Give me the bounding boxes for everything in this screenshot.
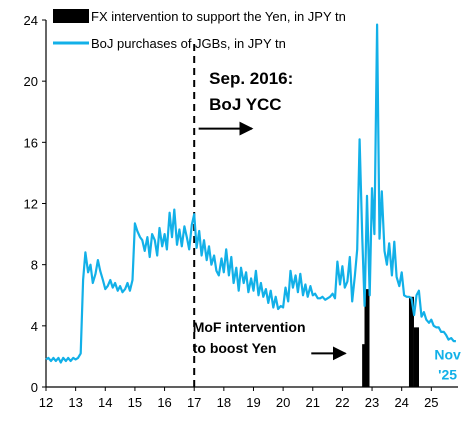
legend-fx-swatch [53,9,89,23]
x-tick-label: 21 [306,395,320,410]
x-tick-label: 14 [98,395,112,410]
annotation-ycc-line1: Sep. 2016: [209,69,293,88]
y-ticks: 0 4 8 12 16 20 24 [24,13,46,395]
x-tick-label: 25 [424,395,438,410]
x-tick-label: 19 [246,395,260,410]
legend-fx-label: FX intervention to support the Yen, in J… [91,9,346,24]
y-tick-label: 12 [24,197,38,212]
legend: FX intervention to support the Yen, in J… [53,9,346,51]
x-tick-label: 12 [39,395,53,410]
annotation-mof-line2: to boost Yen [193,340,277,356]
x-tick-label: 13 [68,395,82,410]
annotation-nov-line2: '25 [438,366,457,382]
y-tick-label: 20 [24,74,38,89]
y-tick-label: 24 [24,13,38,28]
x-tick-label: 15 [128,395,142,410]
annotation-nov-line1: Nov [434,346,461,362]
y-tick-label: 0 [31,380,38,395]
x-tick-label: 17 [187,395,201,410]
fx-intervention-bars [362,289,420,387]
annotation-mof-line1: MoF intervention [193,319,306,335]
fx-intervention-bar [414,327,420,387]
x-tick-label: 16 [157,395,171,410]
x-tick-label: 20 [276,395,290,410]
legend-boj-label: BoJ purchases of JGBs, in JPY tn [91,36,286,51]
y-tick-label: 16 [24,135,38,150]
x-tick-label: 18 [217,395,231,410]
fx-intervention-bar [364,289,370,387]
x-ticks: 12 13 14 15 16 17 18 19 20 21 22 23 24 25 [39,387,439,410]
x-tick-label: 24 [394,395,408,410]
boj-jgb-line [45,23,456,364]
x-tick-label: 22 [335,395,349,410]
fx-intervention-bar [408,296,414,387]
y-tick-label: 4 [31,319,38,334]
annotation-ycc-line2: BoJ YCC [209,95,281,114]
y-tick-label: 8 [31,258,38,273]
x-tick-label: 23 [365,395,379,410]
